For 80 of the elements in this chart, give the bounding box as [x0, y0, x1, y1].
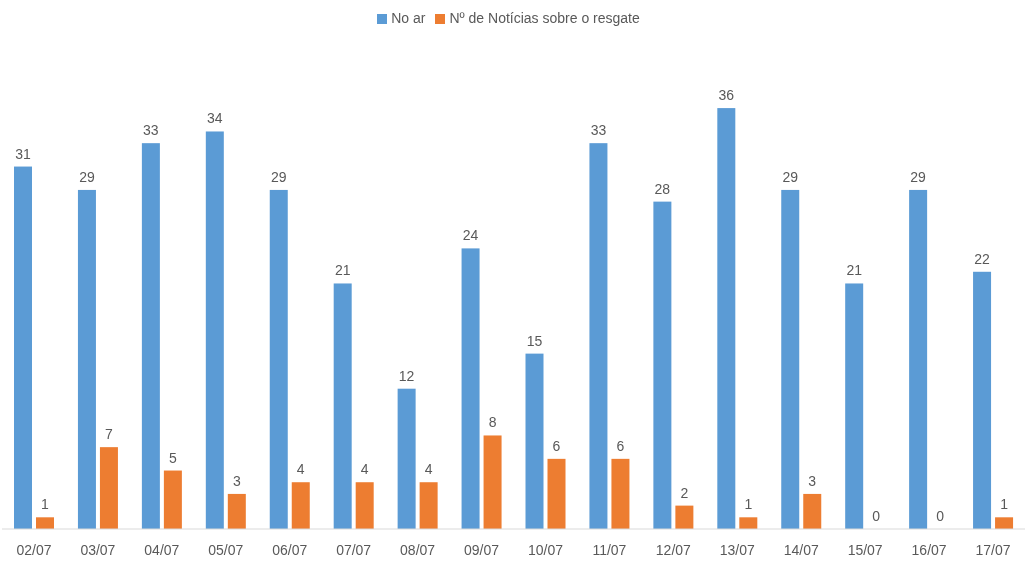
x-tick-label: 08/07: [400, 541, 436, 558]
bar: [973, 271, 992, 529]
data-label: 3: [232, 472, 241, 489]
bar: [36, 517, 54, 529]
bar: [525, 353, 544, 529]
data-label: 22: [974, 250, 991, 267]
bar: [14, 166, 32, 529]
x-tick-label: 10/07: [527, 541, 564, 558]
x-tick-label: 16/07: [911, 541, 947, 558]
x-tick-label: 05/07: [208, 541, 244, 558]
data-label: 1: [744, 496, 753, 513]
bar: [909, 189, 928, 529]
data-label: 21: [846, 262, 863, 279]
legend-label: Nº de Notícias sobre o resgate: [449, 10, 640, 26]
x-tick-label: 13/07: [719, 541, 756, 558]
bar: [333, 283, 352, 529]
data-label: 2: [680, 484, 689, 501]
legend-label: No ar: [391, 10, 426, 26]
data-label: 29: [910, 168, 927, 185]
bar: [845, 283, 864, 529]
data-label: 0: [936, 508, 945, 524]
data-label: 12: [398, 367, 415, 384]
data-label: 1: [1000, 496, 1009, 513]
bar: [739, 517, 758, 529]
data-label: 6: [552, 437, 561, 454]
data-label: 24: [462, 227, 479, 244]
x-tick-label: 03/07: [80, 541, 116, 558]
data-label: 15: [526, 332, 543, 349]
bar: [611, 458, 630, 529]
x-tick-label: 09/07: [464, 541, 500, 558]
data-label: 36: [718, 87, 735, 104]
bar: [995, 517, 1014, 529]
bar: [291, 482, 310, 529]
data-label: 6: [616, 437, 625, 454]
x-tick-label: 12/07: [655, 541, 692, 558]
bar: [77, 189, 96, 529]
bar: [675, 505, 694, 529]
data-label: 8: [488, 414, 497, 431]
data-label: 4: [296, 461, 305, 478]
data-label: 34: [207, 110, 223, 127]
bar: [205, 131, 224, 529]
x-tick-label: 04/07: [144, 541, 180, 558]
bar: [653, 201, 672, 529]
data-label: 7: [105, 426, 114, 443]
data-label: 0: [872, 508, 881, 524]
bar: [397, 388, 416, 529]
x-tick-label: 11/07: [592, 541, 627, 558]
x-tick-label: 17/07: [975, 541, 1011, 558]
bar: [461, 248, 480, 529]
bar: [419, 482, 438, 529]
x-tick-label: 06/07: [272, 541, 308, 558]
bar: [269, 189, 288, 529]
x-tick-label: 02/07: [16, 541, 52, 558]
bar: [99, 447, 118, 529]
data-label: 33: [143, 122, 159, 139]
x-tick-label: 15/07: [847, 541, 883, 558]
bar: [781, 189, 800, 529]
bar: [141, 143, 160, 529]
bar: [355, 482, 374, 529]
data-label: 29: [782, 168, 799, 185]
bar: [227, 493, 246, 529]
bar: [589, 143, 608, 529]
x-tick-label: 07/07: [336, 541, 372, 558]
x-tick-label: 14/07: [783, 541, 819, 558]
data-label: 4: [424, 461, 433, 478]
data-label: 4: [360, 461, 369, 478]
bar: [803, 493, 822, 529]
data-label: 31: [15, 145, 31, 162]
data-label: 28: [654, 180, 671, 197]
data-label: 33: [590, 122, 607, 139]
data-label: 29: [79, 168, 95, 185]
data-label: 5: [168, 449, 177, 466]
bar: [547, 458, 566, 529]
bar: [483, 435, 502, 529]
data-label: 29: [270, 168, 287, 185]
data-label: 21: [334, 262, 351, 279]
bar: [717, 108, 736, 529]
data-label: 3: [808, 472, 817, 489]
bar: [163, 470, 182, 529]
data-label: 1: [41, 496, 50, 513]
